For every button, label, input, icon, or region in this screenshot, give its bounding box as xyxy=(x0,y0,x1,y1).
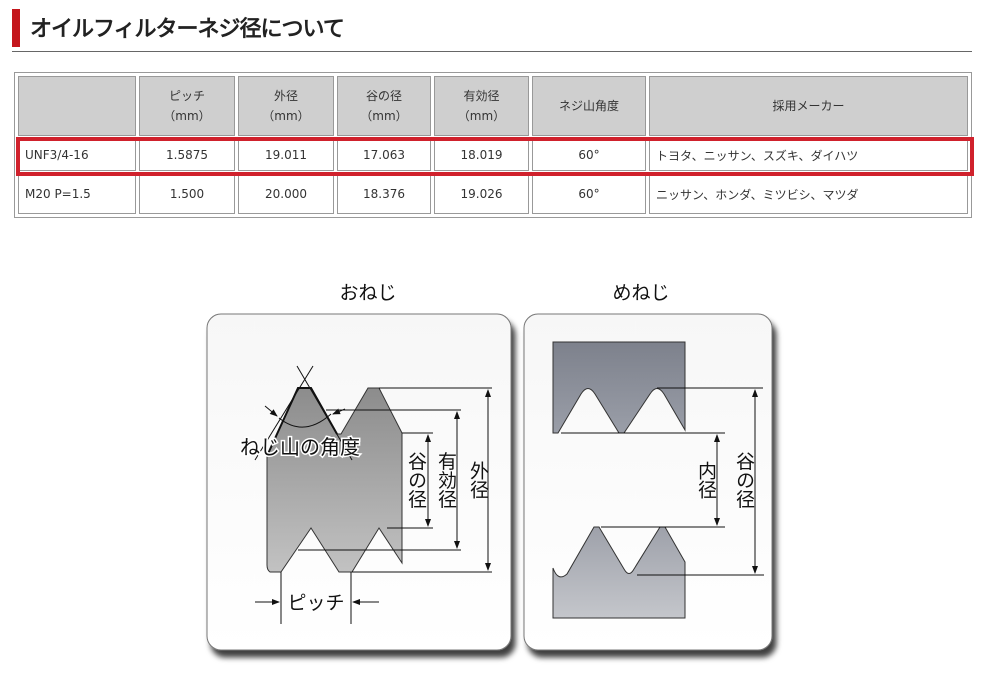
female-root-dia-label: 谷の径 xyxy=(733,451,755,508)
header-major-dia: 外径 （mm） xyxy=(238,76,334,136)
title-accent-bar xyxy=(12,9,20,47)
header-root-dia: 谷の径 （mm） xyxy=(337,76,431,136)
page-title: オイルフィルターネジ径について xyxy=(30,17,345,42)
minor-dia-label: 内径 xyxy=(695,461,717,499)
male-thread-panel: ねじ山の角度 ピッチ 谷の径 有効径 外径 xyxy=(206,313,512,651)
header-thread-angle: ネジ山角度 xyxy=(532,76,646,136)
title-divider xyxy=(12,51,972,52)
male-thread-title: おねじ xyxy=(339,282,396,304)
table-header-row: ピッチ （mm） 外径 （mm） 谷の径 （mm） 有効径 （mm） ネジ山角度 採用メ… xyxy=(18,76,968,136)
female-thread-panel: 内径 谷の径 xyxy=(523,313,773,651)
header-blank xyxy=(18,76,136,136)
header-pitch-dia: 有効径 （mm） xyxy=(434,76,529,136)
header-makers: 採用メーカー xyxy=(649,76,968,136)
pitch-dia-label: 有効径 xyxy=(435,451,457,508)
header-pitch: ピッチ （mm） xyxy=(139,76,235,136)
female-thread-title: めねじ xyxy=(612,282,669,304)
male-thread-shape xyxy=(266,387,403,573)
major-dia-label: 外径 xyxy=(467,461,489,499)
pitch-label: ピッチ xyxy=(287,592,344,614)
table-row: M20 P=1.5 1.500 20.000 18.376 19.026 60°… xyxy=(18,174,968,214)
male-root-dia-label: 谷の径 xyxy=(405,451,427,508)
thread-angle-label: ねじ山の角度 xyxy=(240,435,360,459)
